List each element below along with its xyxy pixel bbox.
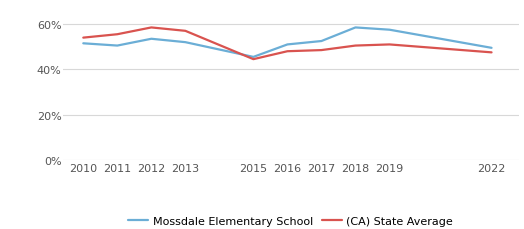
Mossdale Elementary School (114, 45, 121, 48)
Mossdale Elementary School (318, 41, 324, 43)
Line: Mossdale Elementary School: Mossdale Elementary School (83, 28, 492, 58)
(CA) State Average (352, 45, 358, 48)
Line: (CA) State Average: (CA) State Average (83, 28, 492, 60)
Mossdale Elementary School (488, 47, 495, 50)
(CA) State Average (285, 51, 291, 53)
(CA) State Average (80, 37, 86, 40)
(CA) State Average (182, 30, 189, 33)
(CA) State Average (318, 49, 324, 52)
Mossdale Elementary School (80, 43, 86, 46)
Mossdale Elementary School (352, 27, 358, 30)
Mossdale Elementary School (250, 56, 257, 59)
Mossdale Elementary School (285, 44, 291, 46)
(CA) State Average (148, 27, 155, 30)
Mossdale Elementary School (386, 29, 392, 32)
(CA) State Average (250, 59, 257, 61)
(CA) State Average (114, 34, 121, 36)
Mossdale Elementary School (182, 42, 189, 44)
(CA) State Average (488, 52, 495, 55)
Legend: Mossdale Elementary School, (CA) State Average: Mossdale Elementary School, (CA) State A… (124, 212, 457, 229)
(CA) State Average (386, 44, 392, 46)
Mossdale Elementary School (148, 38, 155, 41)
